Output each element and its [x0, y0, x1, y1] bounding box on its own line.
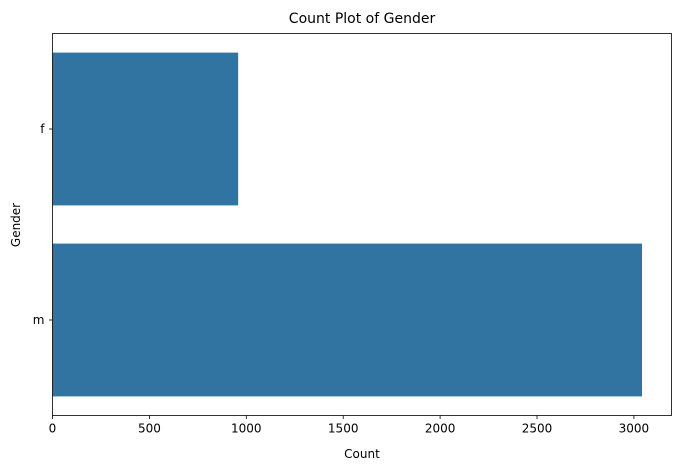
x-axis-ticks: 0 500 1000 1500 2000 2500 3000: [49, 415, 650, 436]
bar-m: [52, 243, 643, 397]
plot-frame: [52, 33, 672, 416]
bar-f: [52, 52, 239, 206]
y-tick-label: f: [40, 122, 45, 136]
x-tick-label: 1500: [328, 422, 359, 436]
x-tick-label: 2000: [425, 422, 456, 436]
x-tick-label: 2500: [522, 422, 553, 436]
chart-title: Count Plot of Gender: [289, 11, 436, 27]
x-tick-label: 1000: [231, 422, 262, 436]
x-tick-label: 3000: [619, 422, 650, 436]
y-axis-label: Gender: [9, 203, 23, 247]
x-axis-label: Count: [344, 447, 380, 461]
x-tick-label: 0: [49, 422, 57, 436]
bars-layer: [52, 52, 643, 397]
y-tick-label: m: [33, 313, 45, 327]
x-tick-label: 500: [138, 422, 161, 436]
y-axis-ticks: fm: [33, 122, 53, 327]
